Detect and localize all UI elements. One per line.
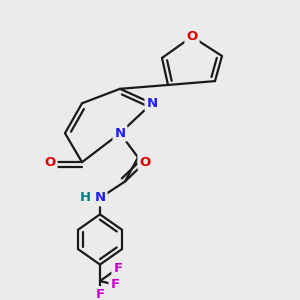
Text: O: O <box>186 30 198 43</box>
Text: N: N <box>94 191 106 204</box>
Text: F: F <box>110 278 120 291</box>
Text: F: F <box>95 288 105 300</box>
Text: N: N <box>146 97 158 110</box>
Text: H: H <box>80 191 91 204</box>
Text: F: F <box>113 262 123 275</box>
Text: O: O <box>44 156 56 169</box>
Text: O: O <box>140 156 151 169</box>
Text: N: N <box>114 127 126 140</box>
